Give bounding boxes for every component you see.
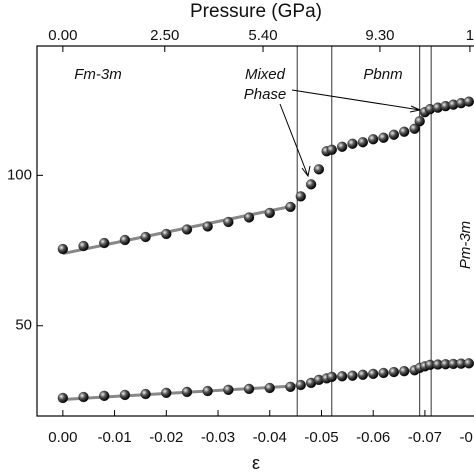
- data-point: [243, 212, 255, 223]
- data-point: [119, 234, 131, 246]
- data-point: [463, 358, 474, 369]
- annotation: Fm-3m: [74, 66, 122, 83]
- x-tick-label: -0.03: [201, 429, 235, 446]
- fit-line: [62, 384, 296, 401]
- arrow: [291, 89, 422, 113]
- fit-line: [62, 203, 296, 256]
- data-point: [313, 164, 325, 175]
- data-point: [161, 387, 172, 398]
- x2-tick-label: 0.00: [48, 27, 77, 44]
- data-point: [388, 129, 400, 140]
- x-tick-label: -0.07: [408, 429, 442, 446]
- data-point: [223, 216, 234, 228]
- x-tick-label: -0.04: [253, 429, 287, 446]
- data-point: [409, 123, 420, 134]
- data-point: [337, 141, 348, 152]
- data-point: [357, 369, 369, 380]
- data-point: [285, 201, 296, 213]
- x2-tick-label: 5.40: [248, 27, 277, 44]
- data-point: [264, 207, 275, 219]
- y-tick-label: 100: [7, 166, 32, 183]
- data-point: [78, 391, 89, 403]
- data-point: [181, 224, 193, 235]
- arrow: [279, 103, 311, 178]
- x-tick-label: 0.00: [48, 429, 77, 446]
- data-point: [202, 385, 213, 397]
- data-point: [140, 388, 151, 400]
- x-tick-label: -0.01: [97, 429, 131, 446]
- x-axis-label: ε: [252, 453, 260, 473]
- data-point: [368, 134, 379, 145]
- data-point: [140, 231, 151, 243]
- data-point: [305, 179, 317, 190]
- data-point: [368, 368, 379, 380]
- data-point: [181, 386, 193, 398]
- annotation: Phase: [244, 86, 287, 103]
- data-point: [347, 370, 358, 381]
- x-tick-label: -0.08: [460, 429, 474, 446]
- x-tick-label: -0.05: [304, 429, 338, 446]
- data-point: [202, 221, 213, 232]
- data-point: [399, 126, 410, 137]
- data-point: [57, 392, 69, 404]
- data-point: [326, 371, 337, 383]
- data-point: [161, 228, 172, 240]
- annotation: Mixed: [245, 66, 286, 83]
- x2-tick-label: 9.30: [365, 27, 394, 44]
- data-point: [326, 144, 337, 155]
- data-point: [399, 366, 410, 377]
- data-point: [357, 137, 369, 148]
- chart-title: Pressure (GPa): [190, 1, 322, 22]
- x-tick-label: -0.02: [149, 429, 183, 446]
- data-point: [57, 243, 69, 255]
- y-tick-label: 50: [15, 317, 32, 334]
- x2-tick-label: 1: [466, 27, 474, 44]
- data-point: [337, 371, 348, 382]
- data-point: [295, 191, 306, 202]
- data-point: [388, 366, 400, 378]
- data-point: [243, 383, 255, 395]
- data-point: [347, 138, 358, 149]
- annotation: Pbnm: [363, 66, 402, 83]
- annotation: Pm-3m: [457, 221, 474, 269]
- data-point: [295, 379, 306, 391]
- data-point: [264, 382, 275, 394]
- data-point: [285, 381, 296, 392]
- data-point: [378, 367, 389, 379]
- data-point: [99, 390, 110, 401]
- data-point: [99, 237, 110, 249]
- data-point: [223, 384, 234, 395]
- x2-tick-label: 2.50: [150, 27, 179, 44]
- data-point: [414, 116, 425, 127]
- data-point: [119, 389, 131, 401]
- data-point: [463, 96, 474, 107]
- data-point: [78, 240, 89, 252]
- data-point: [378, 132, 389, 143]
- x-tick-label: -0.06: [356, 429, 390, 446]
